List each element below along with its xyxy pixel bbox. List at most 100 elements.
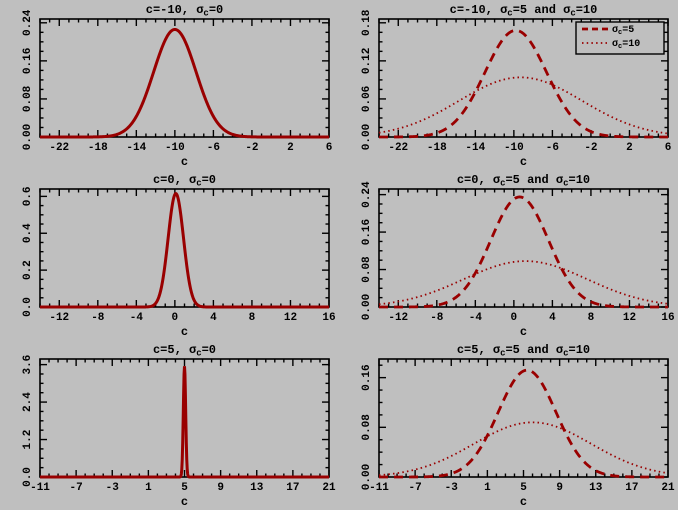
curve-σc=0	[40, 366, 329, 479]
svg-text:0.24: 0.24	[22, 9, 34, 36]
curve-σc=5	[379, 29, 668, 139]
svg-text:0.4: 0.4	[22, 223, 34, 243]
svg-text:-6: -6	[546, 142, 559, 154]
svg-text:5: 5	[520, 482, 527, 494]
svg-text:0.16: 0.16	[361, 364, 373, 390]
svg-text:-2: -2	[245, 142, 258, 154]
svg-text:0: 0	[511, 312, 518, 324]
svg-text:16: 16	[661, 312, 674, 324]
svg-text:-11: -11	[30, 482, 50, 494]
svg-text:6: 6	[665, 142, 672, 154]
svg-text:9: 9	[217, 482, 224, 494]
svg-text:0.0: 0.0	[22, 297, 34, 317]
svg-text:1: 1	[484, 482, 491, 494]
panel-c-0-sigma5-10: -12 -8 -4 0 4 8 12 16 0.00 0.08 0.16 0.24 c=0, σc=5 …	[339, 170, 678, 340]
svg-text:0.08: 0.08	[361, 256, 373, 283]
svg-text:13: 13	[589, 482, 603, 494]
svg-text:-14: -14	[126, 142, 146, 154]
svg-text:-22: -22	[388, 142, 408, 154]
svg-text:-7: -7	[70, 482, 83, 494]
svg-text:1.2: 1.2	[22, 430, 34, 450]
svg-text:0: 0	[172, 312, 179, 324]
svg-text:12: 12	[623, 312, 636, 324]
curve-σc=10	[378, 260, 669, 306]
svg-text:-10: -10	[504, 142, 524, 154]
svg-text:0.24: 0.24	[361, 181, 373, 208]
svg-text:12: 12	[284, 312, 297, 324]
svg-text:0.12: 0.12	[361, 48, 373, 74]
svg-text:4: 4	[210, 312, 217, 324]
curve-σc=10	[378, 421, 669, 477]
svg-text:8: 8	[588, 312, 595, 324]
x-axis-label: c	[520, 325, 527, 339]
svg-text:-10: -10	[165, 142, 185, 154]
svg-text:-3: -3	[106, 482, 120, 494]
curve-σc=10	[378, 76, 669, 135]
svg-text:0.00: 0.00	[361, 124, 373, 150]
svg-text:9: 9	[556, 482, 563, 494]
panel-c-0-sigma0: -12 -8 -4 0 4 8 12 16 0.0 0.2 0.4 0.6 c=0, σc=0 c	[0, 170, 339, 340]
panel-c-neg10-sigma0: -22 -18 -14 -10 -6 -2 2 6 0.00 0.08 0.16 0.24 c=-10,…	[0, 0, 339, 170]
svg-text:0.16: 0.16	[22, 48, 34, 74]
panel-title: c=0, σc=5 and σc=10	[457, 173, 590, 189]
svg-text:-3: -3	[445, 482, 459, 494]
svg-text:8: 8	[249, 312, 256, 324]
svg-text:-4: -4	[130, 312, 144, 324]
svg-text:16: 16	[322, 312, 335, 324]
panel-title: c=5, σc=5 and σc=10	[457, 343, 590, 359]
svg-text:2: 2	[287, 142, 294, 154]
svg-text:-8: -8	[430, 312, 444, 324]
svg-text:2.4: 2.4	[22, 392, 34, 412]
svg-text:-7: -7	[409, 482, 422, 494]
legend-label: σc=5	[612, 25, 634, 37]
svg-text:5: 5	[181, 482, 188, 494]
panel-title: c=-10, σc=0	[146, 3, 223, 19]
svg-text:-22: -22	[49, 142, 69, 154]
svg-text:-6: -6	[207, 142, 220, 154]
svg-text:-14: -14	[465, 142, 485, 154]
svg-text:-12: -12	[388, 312, 408, 324]
svg-text:0.6: 0.6	[22, 186, 34, 206]
svg-text:21: 21	[322, 482, 336, 494]
svg-text:0.00: 0.00	[22, 124, 34, 150]
svg-text:-2: -2	[584, 142, 597, 154]
svg-text:-8: -8	[91, 312, 105, 324]
svg-text:0.08: 0.08	[22, 85, 34, 112]
x-axis-label: c	[181, 495, 188, 509]
svg-text:-12: -12	[49, 312, 69, 324]
legend-box	[575, 21, 665, 55]
svg-text:0.00: 0.00	[361, 294, 373, 320]
legend-label: σc=10	[612, 39, 640, 51]
svg-text:0.16: 0.16	[361, 219, 373, 245]
svg-text:0.06: 0.06	[361, 86, 373, 112]
panel-c-5-sigma0: -11 -7 -3 1 5 9 13 17 21 0.0 1.2 2.4 3.6 c=5, σc=0 c	[0, 340, 339, 510]
panel-c-5-sigma5-10: -11 -7 -3 1 5 9 13 17 21 0.00 0.08 0.16 c=5, σc=5 an…	[339, 340, 678, 510]
svg-text:13: 13	[250, 482, 264, 494]
svg-text:17: 17	[625, 482, 638, 494]
x-axis-label: c	[181, 155, 188, 169]
svg-text:4: 4	[549, 312, 556, 324]
svg-text:6: 6	[326, 142, 333, 154]
svg-text:0.00: 0.00	[361, 464, 373, 490]
curve-σc=5	[379, 368, 668, 479]
svg-text:0.2: 0.2	[22, 260, 34, 280]
x-axis-label: c	[520, 155, 527, 169]
svg-text:2: 2	[626, 142, 633, 154]
svg-text:0.0: 0.0	[22, 467, 34, 487]
panel-title: c=5, σc=0	[153, 343, 216, 359]
svg-text:0.08: 0.08	[361, 414, 373, 441]
svg-text:17: 17	[286, 482, 299, 494]
x-axis-label: c	[181, 325, 188, 339]
svg-text:3.6: 3.6	[22, 355, 34, 375]
svg-text:-11: -11	[369, 482, 389, 494]
curve-σc=5	[379, 195, 668, 309]
x-axis-label: c	[520, 495, 527, 509]
curve-σc=0	[40, 192, 329, 309]
svg-text:0.18: 0.18	[361, 9, 373, 36]
panel-title: c=0, σc=0	[153, 173, 216, 189]
panel-title: c=-10, σc=5 and σc=10	[450, 3, 598, 19]
curve-σc=0	[40, 27, 329, 139]
svg-text:-18: -18	[427, 142, 447, 154]
panel-c-neg10-sigma5-10: -22 -18 -14 -10 -6 -2 2 6 0.00 0.06 0.12 0.18 c=-10,…	[339, 0, 678, 170]
